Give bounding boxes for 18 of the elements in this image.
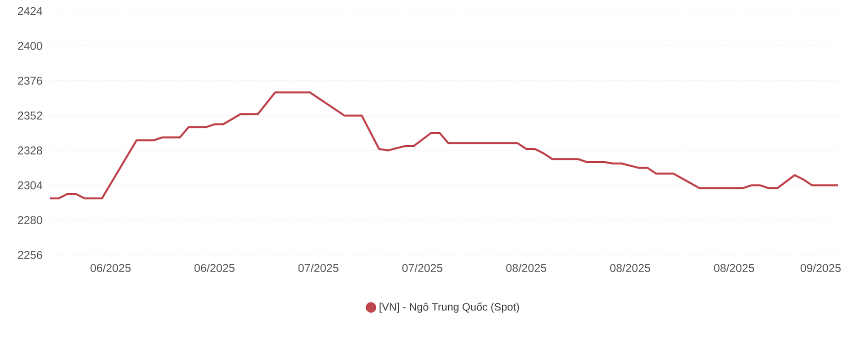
y-tick-label: 2376 — [18, 76, 42, 85]
x-tick-label: 08/2025 — [714, 264, 754, 272]
x-tick-label: 08/2025 — [506, 264, 546, 272]
y-tick-label: 2304 — [18, 181, 42, 190]
x-tick-label: 06/2025 — [90, 264, 131, 272]
y-tick-label: 2328 — [18, 146, 42, 154]
legend-label: [VN] - Ngô Trung Quốc (Spot) — [380, 302, 519, 313]
x-tick-label: 08/2025 — [610, 264, 650, 272]
y-tick-label: 2280 — [18, 216, 42, 224]
y-tick-label: 2352 — [18, 112, 42, 120]
x-tick-label: 07/2025 — [402, 264, 442, 272]
x-tick-label: 07/2025 — [298, 264, 338, 272]
y-tick-label: 2400 — [18, 42, 42, 50]
x-tick-label: 06/2025 — [194, 264, 235, 272]
y-tick-label: 2256 — [18, 250, 42, 259]
line-series — [50, 91, 838, 200]
y-tick-label: 2424 — [18, 7, 42, 15]
x-tick-label: 09/2025 — [800, 264, 841, 272]
